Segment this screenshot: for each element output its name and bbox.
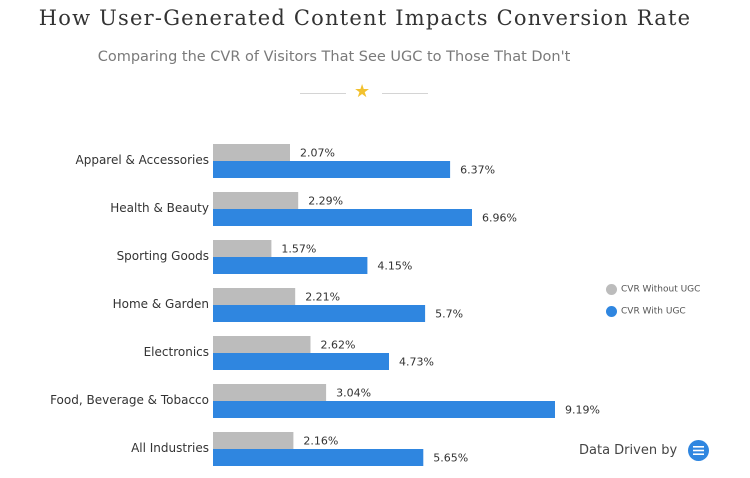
bar-cvr-without-ugc-electronics — [213, 336, 311, 353]
legend-swatch-gray — [606, 284, 617, 295]
brand-attribution: Data Driven by — [579, 440, 710, 461]
bar-cvr-without-ugc-home-garden — [213, 288, 296, 305]
data-label-cvr-without-ugc-food-beverage-tobacco: 3.04% — [336, 387, 371, 400]
legend-item-with-ugc: CVR With UGC — [606, 306, 686, 317]
bar-cvr-with-ugc-home-garden — [213, 305, 426, 322]
chart-subtitle: Comparing the CVR of Visitors That See U… — [97, 49, 571, 65]
category-label-electronics: Electronics — [144, 345, 209, 359]
bar-cvr-with-ugc-health-beauty — [213, 209, 472, 226]
data-label-cvr-without-ugc-apparel-accessories: 2.07% — [300, 147, 335, 160]
category-label-home-garden: Home & Garden — [113, 297, 209, 311]
bar-cvr-without-ugc-all-industries — [213, 432, 294, 449]
bar-cvr-without-ugc-food-beverage-tobacco — [213, 384, 327, 401]
chart-title: How User-Generated Content Impacts Conve… — [38, 6, 692, 30]
data-label-cvr-with-ugc-apparel-accessories: 6.37% — [460, 164, 495, 177]
legend-label-with-ugc: CVR With UGC — [621, 306, 686, 317]
data-label-cvr-with-ugc-home-garden: 5.7% — [435, 308, 463, 321]
data-label-cvr-with-ugc-sporting-goods: 4.15% — [377, 260, 412, 273]
legend-swatch-blue — [606, 306, 617, 317]
bar-cvr-with-ugc-apparel-accessories — [213, 161, 451, 178]
category-label-sporting-goods: Sporting Goods — [117, 249, 209, 263]
legend-item-without-ugc: CVR Without UGC — [606, 284, 700, 295]
data-label-cvr-with-ugc-all-industries: 5.65% — [433, 452, 468, 465]
data-label-cvr-with-ugc-electronics: 4.73% — [399, 356, 434, 369]
yotpo-logo-icon — [688, 440, 710, 461]
category-label-food-beverage-tobacco: Food, Beverage & Tobacco — [50, 393, 209, 407]
data-label-cvr-with-ugc-food-beverage-tobacco: 9.19% — [565, 404, 600, 417]
bar-cvr-without-ugc-sporting-goods — [213, 240, 272, 257]
data-label-cvr-with-ugc-health-beauty: 6.96% — [482, 212, 517, 225]
data-label-cvr-without-ugc-all-industries: 2.16% — [303, 435, 338, 448]
brand-text: Data Driven by — [579, 443, 678, 458]
category-label-all-industries: All Industries — [131, 441, 209, 455]
bar-cvr-without-ugc-apparel-accessories — [213, 144, 290, 161]
bar-cvr-without-ugc-health-beauty — [213, 192, 299, 209]
data-label-cvr-without-ugc-sporting-goods: 1.57% — [281, 243, 316, 256]
bar-cvr-with-ugc-food-beverage-tobacco — [213, 401, 555, 418]
star-icon: ★ — [354, 81, 371, 102]
data-label-cvr-without-ugc-health-beauty: 2.29% — [308, 195, 343, 208]
bar-cvr-with-ugc-electronics — [213, 353, 389, 370]
data-label-cvr-without-ugc-electronics: 2.62% — [321, 339, 356, 352]
bar-cvr-with-ugc-all-industries — [213, 449, 424, 466]
legend-label-without-ugc: CVR Without UGC — [621, 284, 701, 295]
title-divider-left — [300, 93, 346, 94]
category-label-apparel-accessories: Apparel & Accessories — [76, 153, 210, 167]
data-label-cvr-without-ugc-home-garden: 2.21% — [305, 291, 340, 304]
title-divider-right — [382, 93, 428, 94]
category-label-health-beauty: Health & Beauty — [110, 201, 209, 215]
bar-cvr-with-ugc-sporting-goods — [213, 257, 368, 274]
